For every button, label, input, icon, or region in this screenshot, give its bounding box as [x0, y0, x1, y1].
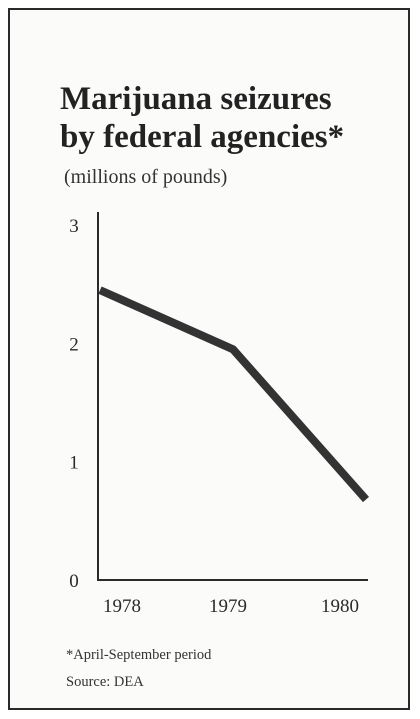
- y-tick-labels: 0 1 2 3: [69, 216, 79, 592]
- chart-source: Source: DEA: [66, 674, 144, 690]
- y-tick-label: 3: [69, 216, 79, 237]
- series-group: [98, 286, 369, 503]
- chart-frame: [8, 8, 410, 710]
- y-tick-label: 1: [69, 453, 79, 474]
- chart-title: Marijuana seizures by federal agencies*: [60, 80, 400, 156]
- x-tick-labels: 1978 1979 1980: [103, 596, 359, 617]
- chart-title-line-2: by federal agencies*: [60, 119, 345, 155]
- x-tick-label: 1979: [209, 596, 247, 617]
- chart-footnote: *April-September period: [66, 647, 212, 663]
- x-tick-label: 1978: [103, 596, 141, 617]
- y-tick-label: 0: [69, 571, 79, 592]
- chart-subtitle: (millions of pounds): [64, 166, 228, 188]
- series-line: [98, 286, 369, 503]
- y-tick-label: 2: [69, 334, 79, 355]
- chart-title-line-1: Marijuana seizures: [60, 81, 332, 117]
- x-tick-label: 1980: [321, 596, 359, 617]
- chart-axes: [97, 212, 368, 581]
